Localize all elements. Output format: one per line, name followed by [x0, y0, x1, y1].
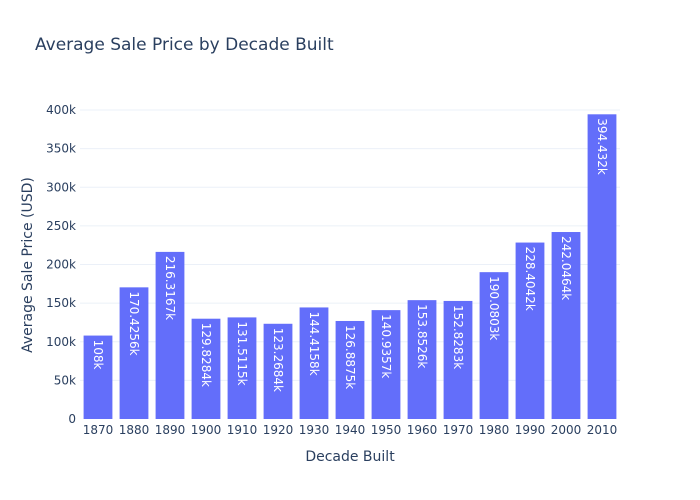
bar-data-label: 216.3167k [163, 256, 177, 320]
y-tick-label: 400k [46, 103, 76, 117]
bar-1930[interactable] [299, 307, 329, 419]
bar-data-label: 153.8526k [415, 304, 429, 368]
x-tick-label: 1940 [335, 423, 366, 437]
x-tick-label: 1910 [227, 423, 258, 437]
bar-data-label: 123.2684k [271, 328, 285, 392]
y-tick-label: 200k [46, 258, 76, 272]
bar-data-label: 242.0464k [559, 236, 573, 300]
bar-data-label: 190.0803k [487, 276, 501, 340]
bars [83, 114, 617, 420]
bar-1920[interactable] [263, 323, 293, 419]
x-tick-label: 2010 [587, 423, 618, 437]
y-tick-label: 100k [46, 335, 76, 349]
x-tick-label: 1920 [263, 423, 294, 437]
bar-data-label: 129.8284k [199, 323, 213, 387]
bar-data-label: 140.9357k [379, 314, 393, 378]
bar-data-label: 228.4042k [523, 247, 537, 311]
y-tick-label: 0 [68, 412, 76, 426]
bar-1880[interactable] [119, 287, 149, 419]
bar-data-label: 126.8875k [343, 325, 357, 389]
y-tick-label: 350k [46, 142, 76, 156]
x-tick-label: 2000 [551, 423, 582, 437]
x-tick-label: 1950 [371, 423, 402, 437]
bar-data-label: 152.8283k [451, 305, 465, 369]
x-axis-title: Decade Built [305, 449, 395, 465]
y-tick-label: 50k [54, 373, 76, 387]
bar-data-label: 394.432k [595, 118, 609, 175]
x-tick-label: 1960 [407, 423, 438, 437]
y-tick-label: 150k [46, 296, 76, 310]
bar-1950[interactable] [371, 310, 401, 419]
bar-data-label: 131.5115k [235, 321, 249, 385]
bar-data-label: 170.4256k [127, 291, 141, 355]
bar-2000[interactable] [551, 232, 581, 419]
y-tick-label: 300k [46, 180, 76, 194]
bar-1900[interactable] [191, 318, 221, 419]
x-tick-label: 1870 [83, 423, 114, 437]
x-tick-label: 1990 [515, 423, 546, 437]
x-tick-label: 1930 [299, 423, 330, 437]
bar-1970[interactable] [443, 300, 473, 419]
bar-data-labels: 108k 170.4256k 216.3167k 129.8284k 131.5115k… [91, 118, 609, 392]
chart-title: Average Sale Price by Decade Built [35, 35, 334, 55]
x-tick-label: 1970 [443, 423, 474, 437]
bar-1960[interactable] [407, 300, 437, 419]
x-tick-label: 1880 [119, 423, 150, 437]
y-axis-title: Average Sale Price (USD) [20, 177, 36, 353]
bar-1940[interactable] [335, 320, 365, 419]
y-tick-label: 250k [46, 219, 76, 233]
x-tick-label: 1900 [191, 423, 222, 437]
bar-data-label: 144.4158k [307, 311, 321, 375]
x-tick-label: 1890 [155, 423, 186, 437]
x-tick-label: 1980 [479, 423, 510, 437]
x-axis-ticks: 1870 1880 1890 1900 1910 1920 1930 1940 1950 1960… [83, 423, 618, 437]
bar-1890[interactable] [155, 251, 185, 419]
bar-1910[interactable] [227, 317, 257, 419]
bar-1980[interactable] [479, 272, 509, 419]
bar-1990[interactable] [515, 242, 545, 419]
bar-1870[interactable] [83, 335, 113, 419]
bar-2010[interactable] [587, 114, 617, 420]
y-axis-ticks: 0 50k 100k 150k 200k 250k 300k 350k 400k [46, 103, 76, 426]
bar-data-label: 108k [91, 340, 105, 370]
